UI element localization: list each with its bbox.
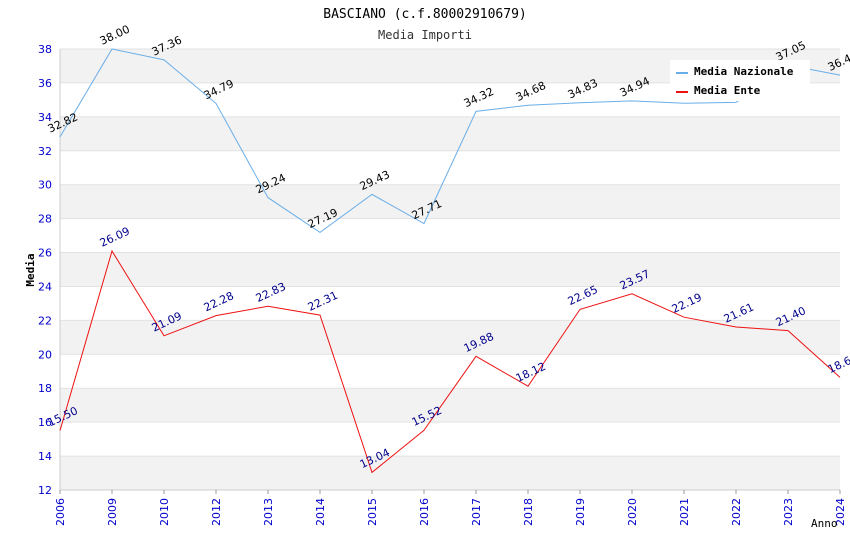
y-tick-label: 20 [38,348,52,361]
data-label: 18.12 [514,360,548,385]
y-tick-label: 16 [38,416,52,429]
x-tick-label: 2015 [366,498,379,526]
y-tick-label: 30 [38,179,52,192]
y-tick-label: 26 [38,247,52,260]
x-tick-label: 2013 [262,498,275,526]
data-label: 22.31 [306,289,340,314]
y-tick-label: 18 [38,382,52,395]
x-tick-label: 2016 [418,498,431,526]
grid-bands [60,49,840,490]
data-label: 22.19 [670,291,704,316]
chart-subtitle: Media Importi [378,28,472,42]
y-tick-label: 38 [38,43,52,56]
x-axis-label: Anno [811,517,838,530]
legend-label-ente: Media Ente [694,84,761,97]
data-label: 34.32 [462,85,496,110]
x-tick-label: 2010 [158,498,171,526]
y-tick-label: 24 [38,280,52,293]
y-tick-label: 22 [38,314,52,327]
x-tick-label: 2017 [470,498,483,526]
data-label: 22.28 [202,289,236,314]
x-tick-label: 2020 [626,498,639,526]
grid-band [60,184,840,219]
y-tick-label: 32 [38,145,52,158]
y-tick-label: 28 [38,213,52,226]
grid-band [60,116,840,151]
x-ticks: 2006 2009 2010 2012 2013 2014 2015 2016 2017 2018… [54,490,847,526]
grid-band [60,252,840,287]
y-ticks: 12 14 16 18 20 22 24 26 28 30 32 34 36 38 [38,43,52,497]
y-tick-label: 36 [38,77,52,90]
x-tick-label: 2021 [678,498,691,526]
series-lines [59,48,841,474]
x-tick-label: 2022 [730,498,743,526]
grid-band [60,320,840,355]
series-line-ente [59,249,841,474]
grid-band [60,456,840,490]
y-axis-label: Media [24,253,37,286]
x-tick-label: 2024 [834,498,847,526]
data-label: 38.00 [98,23,132,48]
series-line-nazionale [59,48,841,234]
x-tick-label: 2014 [314,498,327,526]
x-tick-label: 2019 [574,498,587,526]
y-tick-label: 12 [38,484,52,497]
x-tick-label: 2009 [106,498,119,526]
data-label: 26.09 [98,225,132,250]
legend-label-nazionale: Media Nazionale [694,65,794,78]
chart-title: BASCIANO (c.f.80002910679) [323,7,527,22]
y-tick-label: 14 [38,450,52,463]
x-tick-label: 2018 [522,498,535,526]
y-tick-label: 34 [38,111,52,124]
x-tick-label: 2012 [210,498,223,526]
grid-lines [60,48,840,491]
legend: Media Nazionale Media Ente [670,60,810,101]
legend-box [670,60,810,101]
x-tick-label: 2023 [782,498,795,526]
x-tick-label: 2006 [54,498,67,526]
